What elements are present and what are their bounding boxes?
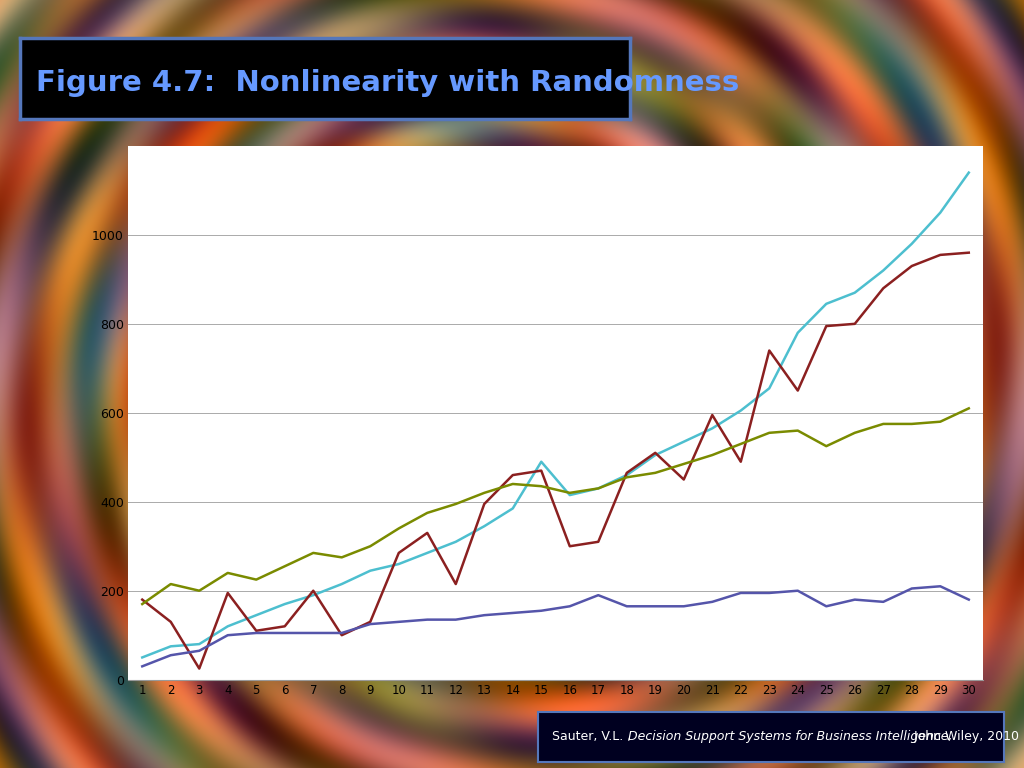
Text: Figure 4.7:  Nonlinearity with Randomness: Figure 4.7: Nonlinearity with Randomness <box>36 69 739 97</box>
Text: John Wiley, 2010: John Wiley, 2010 <box>910 730 1019 743</box>
Text: Decision Support Systems for Business Intelligence,: Decision Support Systems for Business In… <box>629 730 953 743</box>
Text: Sauter, V.L. ,: Sauter, V.L. , <box>552 730 635 743</box>
